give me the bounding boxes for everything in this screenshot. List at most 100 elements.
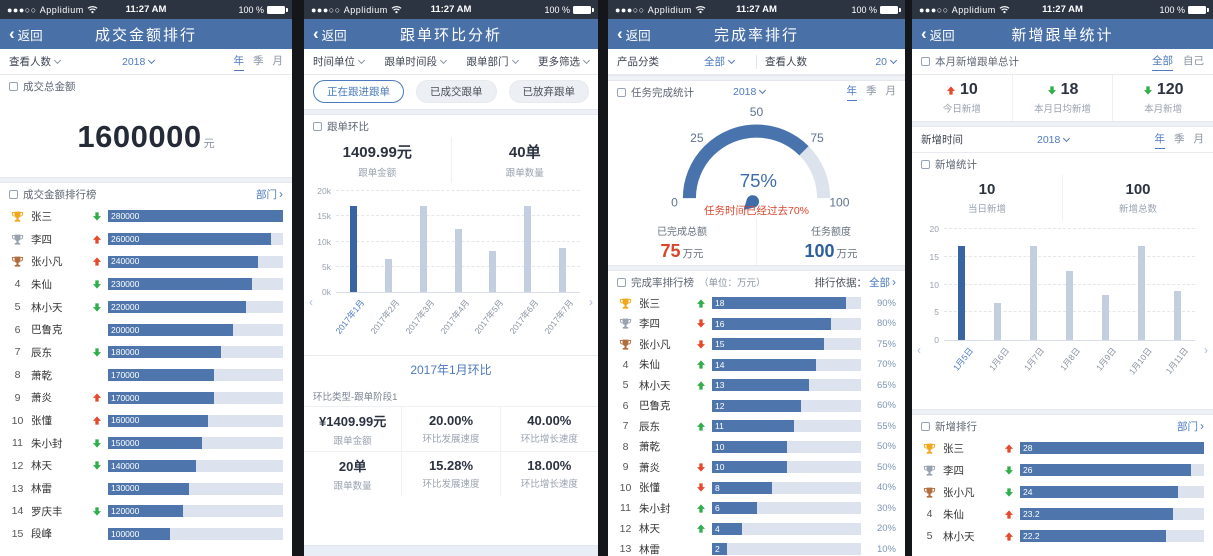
year-select[interactable]: 2018 [1037, 134, 1071, 146]
chart-bar[interactable] [559, 247, 567, 292]
rank-row[interactable]: 张小凡 15 75% [608, 334, 905, 355]
back-button[interactable]: ‹ 返回 [313, 23, 347, 43]
chart-bar[interactable] [1101, 295, 1109, 340]
period-tab-year[interactable]: 年 [1154, 131, 1165, 149]
rank-row[interactable]: 8 萧乾 10 50% [608, 437, 905, 458]
x-axis-label[interactable]: 2017年2月 [368, 297, 402, 336]
back-button[interactable]: ‹ 返回 [617, 23, 651, 43]
rank-row[interactable]: 张三 280000 [0, 205, 292, 228]
chart-bar[interactable] [1030, 245, 1038, 340]
x-axis-label[interactable]: 2017年3月 [403, 297, 437, 336]
pill-closed-deals[interactable]: 已成交跟单 [416, 80, 497, 103]
rank-row[interactable]: 李四 260000 [0, 228, 292, 251]
chart-bar[interactable] [1137, 245, 1145, 340]
chart-bar[interactable] [1066, 271, 1073, 340]
rank-row[interactable]: 9 萧炎 10 50% [608, 457, 905, 478]
rank-row[interactable]: 13 林雷 130000 [0, 477, 292, 500]
trend-down-arrow-icon [92, 348, 101, 357]
x-axis-label[interactable]: 1月8日 [1058, 345, 1083, 373]
back-button[interactable]: ‹ 返回 [921, 23, 955, 43]
rank-row[interactable]: 10 张懂 8 40% [608, 478, 905, 499]
time-unit-filter[interactable]: 时间单位 [313, 54, 366, 69]
pill-in-progress[interactable]: 正在跟进跟单 [313, 80, 404, 103]
rank-row[interactable]: 11 朱小封 150000 [0, 432, 292, 455]
rank-row[interactable]: 14 罗庆丰 120000 [0, 500, 292, 523]
people-filter[interactable]: 查看人数 [9, 54, 62, 69]
rank-row[interactable]: 12 林天 140000 [0, 455, 292, 478]
x-axis-label[interactable]: 1月7日 [1022, 345, 1047, 373]
department-link[interactable]: 部门 › [1177, 419, 1204, 433]
year-select[interactable]: 2018 [733, 86, 767, 98]
x-axis-label[interactable]: 1月11日 [1163, 345, 1191, 376]
people-count-filter[interactable]: 查看人数 20 [765, 54, 898, 69]
more-filter[interactable]: 更多筛选 [538, 54, 591, 69]
page-title: 完成率排行 [713, 26, 799, 44]
chart-bar[interactable] [489, 250, 497, 292]
rank-row[interactable]: 10 张懂 160000 [0, 409, 292, 432]
rank-row[interactable]: 张小凡 240000 [0, 250, 292, 273]
x-axis-label[interactable]: 2017年6月 [507, 297, 541, 336]
rank-row[interactable]: 4 朱仙 14 70% [608, 355, 905, 376]
x-axis-label[interactable]: 2017年1月 [333, 297, 367, 336]
rank-row[interactable]: 11 朱小封 6 30% [608, 498, 905, 519]
chart-next-icon[interactable]: › [1204, 343, 1208, 357]
time-range-filter[interactable]: 跟单时间段 [385, 54, 448, 69]
rank-row[interactable]: 15 段峰 100000 [0, 523, 292, 546]
rank-row[interactable]: 5 林小天 220000 [0, 296, 292, 319]
period-tab-quarter[interactable]: 季 [1174, 132, 1185, 145]
rank-row[interactable]: 李四 16 80% [608, 314, 905, 335]
tab-self[interactable]: 自己 [1183, 54, 1204, 67]
year-select[interactable]: 2018 [122, 56, 156, 68]
rank-row[interactable]: 6 巴鲁克 12 60% [608, 396, 905, 417]
rank-row[interactable]: 张三 18 90% [608, 293, 905, 314]
chart-bar[interactable] [349, 206, 357, 292]
period-tab-month[interactable]: 月 [1193, 132, 1205, 145]
back-button[interactable]: ‹ 返回 [9, 23, 43, 43]
period-tab-quarter[interactable]: 季 [866, 85, 877, 97]
chart-bar[interactable] [994, 303, 1002, 340]
period-tab-month[interactable]: 月 [885, 85, 897, 97]
rank-row[interactable]: 13 林雷 2 10% [608, 539, 905, 556]
period-tab-month[interactable]: 月 [272, 54, 284, 67]
rank-row[interactable]: 5 林小天 22.2 [912, 525, 1213, 547]
rank-row[interactable]: 李四 26 [912, 459, 1213, 481]
gauge-tick-75: 75 [810, 131, 824, 145]
rank-row[interactable]: 4 朱仙 23.2 [912, 503, 1213, 525]
chart-bar[interactable] [454, 229, 462, 292]
rank-row[interactable]: 张小凡 24 [912, 481, 1213, 503]
rank-row[interactable]: 6 巴鲁克 200000 [0, 318, 292, 341]
period-tab-year[interactable]: 年 [233, 53, 244, 71]
chart-bar[interactable] [384, 259, 392, 292]
period-tab-quarter[interactable]: 季 [253, 54, 264, 67]
chart-prev-icon[interactable]: ‹ [917, 343, 921, 357]
product-category-filter[interactable]: 产品分类 全部 [617, 54, 748, 69]
pill-abandoned[interactable]: 已放弃跟单 [508, 80, 589, 103]
chart-bar[interactable] [958, 245, 966, 340]
tab-all[interactable]: 全部 [1152, 53, 1173, 71]
rank-basis[interactable]: 排行依据： 全部 › [814, 275, 897, 289]
x-axis-label[interactable]: 1月9日 [1094, 345, 1119, 373]
chart-bar[interactable] [524, 206, 532, 292]
chart-prev-icon[interactable]: ‹ [309, 295, 313, 309]
period-tab-year[interactable]: 年 [846, 83, 857, 101]
chart-bar[interactable] [1173, 291, 1181, 340]
rank-row[interactable]: 9 萧炎 170000 [0, 387, 292, 410]
rank-row[interactable]: 7 辰东 180000 [0, 341, 292, 364]
rank-row[interactable]: 4 朱仙 230000 [0, 273, 292, 296]
x-axis-label[interactable]: 1月5日 [950, 345, 975, 373]
chart-next-icon[interactable]: › [589, 295, 593, 309]
rank-row[interactable]: 8 萧乾 170000 [0, 364, 292, 387]
department-link[interactable]: 部门 › [256, 187, 283, 201]
chart-bar[interactable] [419, 206, 427, 292]
x-axis-label[interactable]: 2017年7月 [542, 297, 576, 336]
department-filter[interactable]: 跟单部门 [467, 54, 519, 69]
x-axis-label[interactable]: 1月10日 [1127, 345, 1155, 377]
rank-row[interactable]: 12 林天 4 20% [608, 519, 905, 540]
x-axis-label[interactable]: 2017年4月 [437, 297, 471, 336]
rank-row[interactable]: 张三 28 [912, 437, 1213, 459]
x-axis-label[interactable]: 1月6日 [986, 345, 1011, 373]
x-axis-label[interactable]: 2017年5月 [472, 297, 506, 336]
period-compare-link[interactable]: 2017年1月环比 [304, 355, 598, 383]
rank-row[interactable]: 7 辰东 11 55% [608, 416, 905, 437]
rank-row[interactable]: 5 林小天 13 65% [608, 375, 905, 396]
